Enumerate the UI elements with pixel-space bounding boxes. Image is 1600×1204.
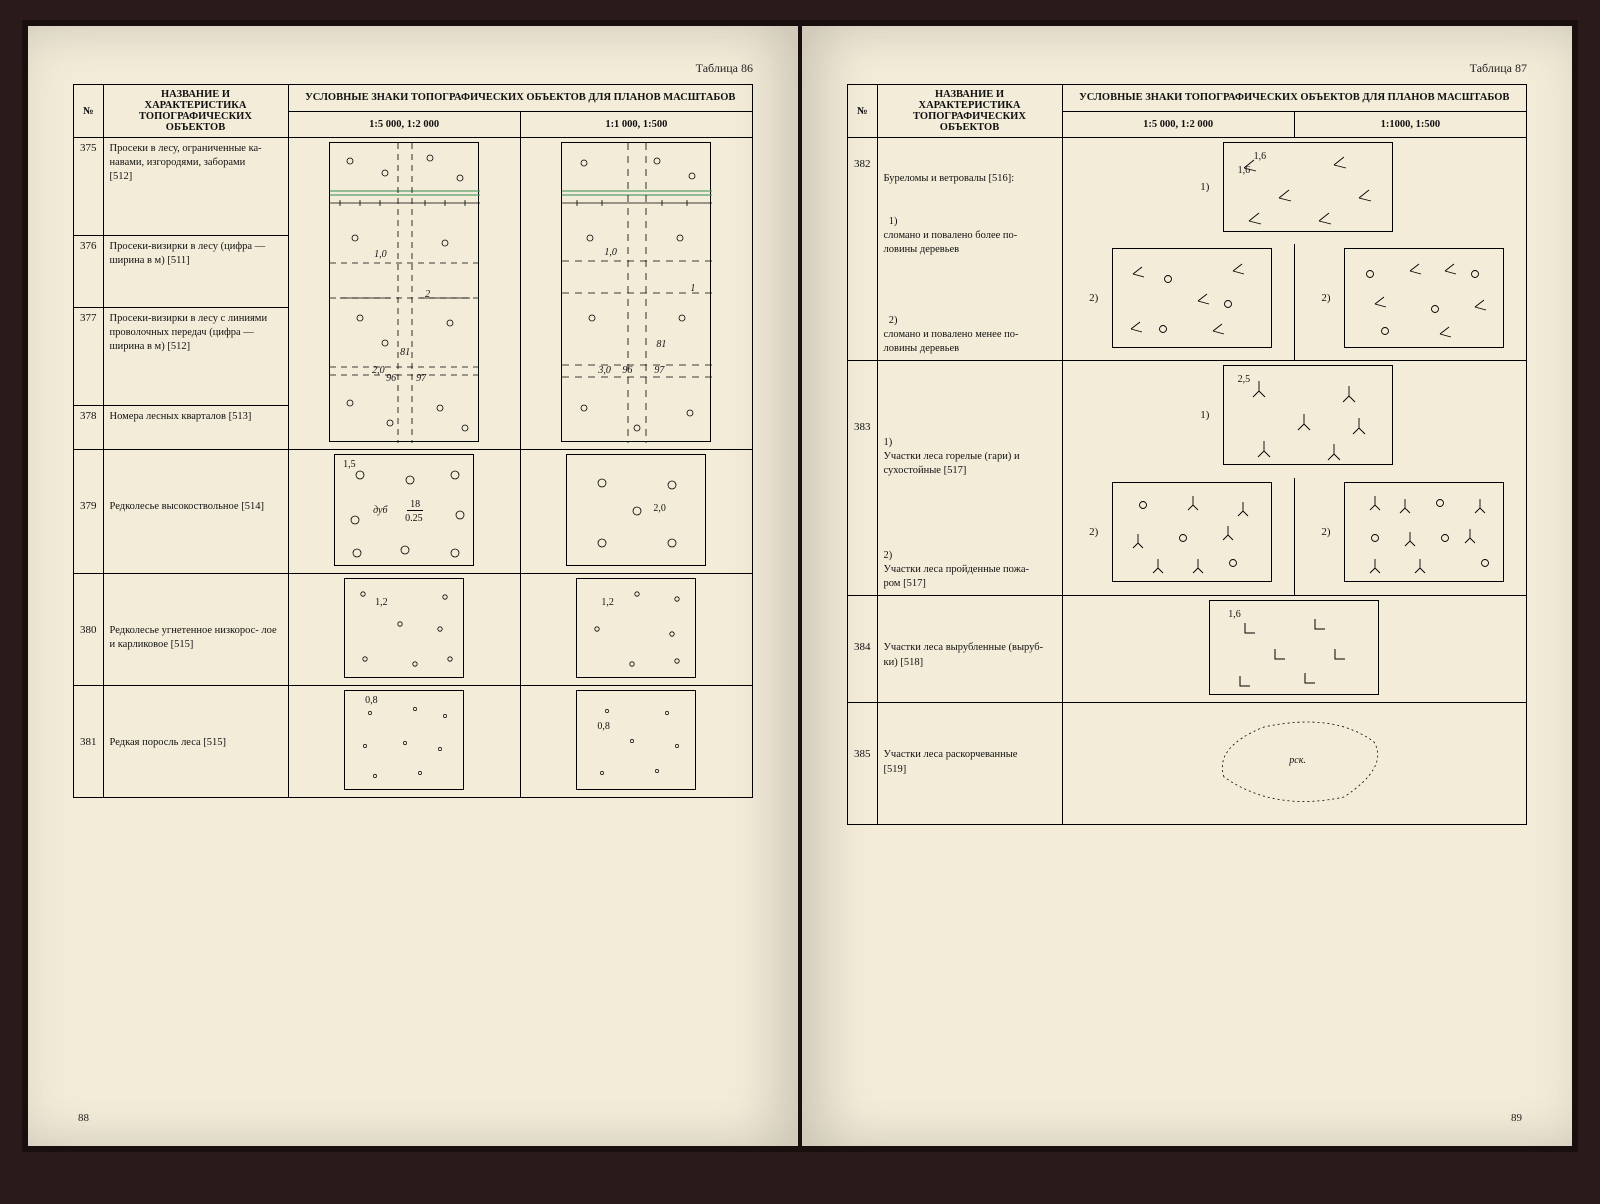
label-r-1: 1: [690, 283, 695, 294]
subnum-2b: 2): [1317, 292, 1335, 304]
symbol-cell-375-378-a: 1,0 2,0 2 81 96 97: [288, 138, 520, 450]
col-symbols: УСЛОВНЫЕ ЗНАКИ ТОПОГРАФИЧЕСКИХ ОБЪЕКТОВ …: [1062, 85, 1527, 112]
symbol-382-2b: 2): [1294, 244, 1526, 361]
row-name: Участки леса раскорчеванные [519]: [877, 703, 1062, 825]
label-w3: 2: [425, 289, 430, 300]
subnum-1: 1): [1196, 181, 1214, 193]
page-left: Таблица 86 № НАЗВАНИЕ И ХАРАКТЕРИСТИКА Т…: [28, 26, 798, 1146]
row-name: 1) Участки леса горелые (гари) и сухосто…: [877, 361, 1062, 596]
row-num: 378: [74, 405, 104, 449]
label-379-r: 2,0: [653, 503, 666, 514]
row-name: Номера лесных кварталов [513]: [103, 405, 288, 449]
page-number-left: 88: [78, 1112, 89, 1124]
label-r-q97: 97: [654, 365, 664, 376]
row-name: Просеки-визирки в лесу с линиями проволо…: [103, 307, 288, 405]
label-381b: 0,8: [597, 721, 610, 732]
row-name: Редколесье угнетенное низкорос- лое и ка…: [103, 574, 288, 686]
label-dub: дуб: [373, 505, 387, 516]
row-num: 376: [74, 236, 104, 307]
symbol-383-2b: 2): [1294, 478, 1526, 596]
table-caption-left: Таблица 86: [73, 61, 753, 76]
label-q81: 81: [400, 347, 410, 358]
row-num: 377: [74, 307, 104, 405]
label-381: 0,8: [365, 695, 378, 706]
symbol-385: рск.: [1062, 703, 1527, 825]
sub-k: 1): [884, 437, 893, 448]
topo-table-right: № НАЗВАНИЕ И ХАРАКТЕРИСТИКА ТОПОГРАФИЧЕС…: [847, 84, 1527, 825]
symbol-382-1: 1) 1,6 1,6: [1062, 138, 1527, 244]
symbol-380-b: 1,2: [520, 574, 752, 686]
col-scale-1: 1:5 000, 1:2 000: [1062, 111, 1294, 138]
row-num: 380: [74, 574, 104, 686]
sub-t: сломано и повалено менее по- ловины дере…: [884, 329, 1019, 354]
symbol-cell-375-378-b: 1,0 1 81 3,0 96 97: [520, 138, 752, 450]
label-r-q81: 81: [656, 339, 666, 350]
col-num: №: [74, 85, 104, 138]
col-num: №: [848, 85, 878, 138]
symbol-380-a: 1,2: [288, 574, 520, 686]
sub-k: 1): [889, 216, 898, 227]
col-scale-2: 1:1000, 1:500: [1294, 111, 1526, 138]
label-rsk: рск.: [1289, 755, 1306, 766]
page-right: Таблица 87 № НАЗВАНИЕ И ХАРАКТЕРИСТИКА Т…: [802, 26, 1572, 1146]
row-num: 381: [74, 686, 104, 798]
symbol-383-2a: 2): [1062, 478, 1294, 596]
label-frac-t: 18: [407, 499, 423, 511]
subnum-1: 1): [1196, 409, 1214, 421]
label-382h: 1,6: [1254, 151, 1267, 162]
row-name: Просеки в лесу, ограниченные ка- навами,…: [103, 138, 288, 236]
row-num: 385: [848, 703, 878, 825]
col-name: НАЗВАНИЕ И ХАРАКТЕРИСТИКА ТОПОГРАФИЧЕСКИ…: [877, 85, 1062, 138]
subnum-2: 2): [1085, 292, 1103, 304]
sub-k: 2): [884, 550, 893, 561]
col-scale-2: 1:1 000, 1:500: [520, 111, 752, 138]
row-num: 382: [848, 138, 878, 361]
row-num: 379: [74, 450, 104, 574]
page-number-right: 89: [1511, 1112, 1522, 1124]
label-w1: 1,0: [374, 249, 387, 260]
label-r-w1: 1,0: [604, 247, 617, 258]
sub-t: Участки леса пройденные пожа- ром [517]: [884, 564, 1030, 589]
row-name: Участки леса вырубленные (выруб- ки) [51…: [877, 596, 1062, 703]
col-symbols: УСЛОВНЫЕ ЗНАКИ ТОПОГРАФИЧЕСКИХ ОБЪЕКТОВ …: [288, 85, 753, 112]
label-r-w3b: 3,0: [598, 365, 611, 376]
symbol-384: 1,6: [1062, 596, 1527, 703]
book-spread: Таблица 86 № НАЗВАНИЕ И ХАРАКТЕРИСТИКА Т…: [22, 20, 1578, 1152]
label-382h2: 1,6: [1238, 165, 1251, 176]
label-w2: 2,0: [372, 365, 385, 376]
symbol-383-1: 1) 2,5: [1062, 361, 1527, 479]
row-num: 375: [74, 138, 104, 236]
row-name: Просеки-визирки в лесу (цифра — ширина в…: [103, 236, 288, 307]
symbol-381-b: 0,8: [520, 686, 752, 798]
col-name: НАЗВАНИЕ И ХАРАКТЕРИСТИКА ТОПОГРАФИЧЕСКИ…: [103, 85, 288, 138]
row-num: 384: [848, 596, 878, 703]
label-384h: 1,6: [1228, 609, 1241, 620]
label-q96: 96: [386, 373, 396, 384]
symbol-381-a: 0,8: [288, 686, 520, 798]
sub-k: 2): [889, 315, 898, 326]
label-frac-b: 0.25: [405, 513, 423, 524]
label-380: 1,2: [375, 597, 388, 608]
row-name: Буреломы и ветровалы [516]: 1) сломано и…: [877, 138, 1062, 361]
topo-table-left: № НАЗВАНИЕ И ХАРАКТЕРИСТИКА ТОПОГРАФИЧЕС…: [73, 84, 753, 798]
symbol-379-a: 1,5 дуб 18 0.25: [288, 450, 520, 574]
table-caption-right: Таблица 87: [847, 61, 1527, 76]
subnum-2b: 2): [1317, 526, 1335, 538]
subnum-2: 2): [1085, 526, 1103, 538]
row-name: Редколесье высокоствольное [514]: [103, 450, 288, 574]
label-379-h: 1,5: [343, 459, 356, 470]
row-num: 383: [848, 361, 878, 596]
label-r-q96: 96: [622, 365, 632, 376]
symbol-379-b: 2,0: [520, 450, 752, 574]
symbol-382-2a: 2): [1062, 244, 1294, 361]
col-scale-1: 1:5 000, 1:2 000: [288, 111, 520, 138]
label-q97: 97: [416, 373, 426, 384]
row-name: Редкая поросль леса [515]: [103, 686, 288, 798]
sub-t: сломано и повалено более по- ловины дере…: [884, 230, 1018, 255]
label-383h: 2,5: [1238, 374, 1251, 385]
sub-t: Участки леса горелые (гари) и сухостойны…: [884, 451, 1020, 476]
row-name-main: Буреломы и ветровалы [516]:: [884, 173, 1015, 184]
label-380b: 1,2: [601, 597, 614, 608]
